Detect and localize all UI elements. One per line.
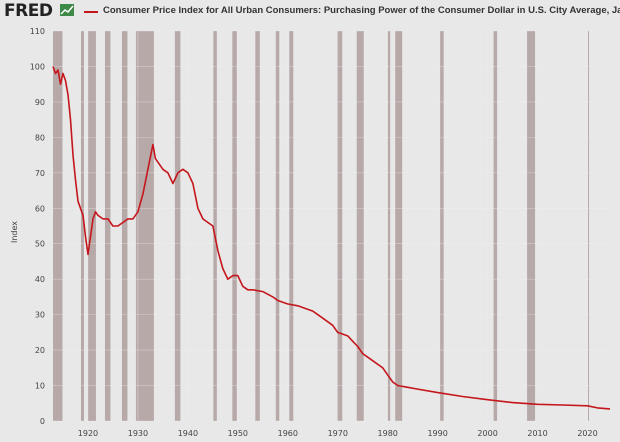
x-tick-label: 2000: [477, 429, 497, 438]
recession-band: [213, 31, 217, 421]
recession-band: [395, 31, 403, 421]
recession-band: [80, 31, 84, 421]
y-tick-label: 100: [30, 62, 45, 71]
chart-header: FRED Consumer Price Index for All Urban …: [0, 0, 620, 24]
recession-band: [232, 31, 237, 421]
fred-logo: FRED: [4, 1, 53, 21]
y-tick-label: 30: [35, 311, 45, 320]
y-tick-label: 20: [35, 346, 45, 355]
y-tick-label: 110: [30, 27, 45, 36]
y-tick-label: 40: [35, 275, 45, 284]
y-axis-label: Index: [10, 221, 19, 243]
recession-band: [337, 31, 343, 421]
y-tick-label: 0: [40, 417, 45, 426]
x-tick-label: 1940: [178, 429, 198, 438]
legend-swatch: [84, 11, 98, 13]
recession-band: [104, 31, 111, 421]
x-tick-label: 1920: [78, 429, 98, 438]
recession-band: [121, 31, 128, 421]
recession-band: [527, 31, 536, 421]
recession-band: [255, 31, 260, 421]
x-axis-ticks: 1920 1930 1940 1950 1960 1970 1980 1990 2000 2010…: [78, 429, 598, 438]
y-axis-ticks: 0 10 20 30 40 50 60 70 80 90 100 110: [30, 27, 45, 426]
x-tick-label: 1930: [128, 429, 148, 438]
recession-band: [275, 31, 280, 421]
chart-line-icon: [60, 4, 74, 16]
recession-band: [588, 31, 590, 421]
recession-band: [356, 31, 364, 421]
x-tick-label: 1980: [378, 429, 398, 438]
y-tick-label: 70: [35, 169, 45, 178]
x-tick-label: 1960: [278, 429, 298, 438]
y-tick-label: 60: [35, 204, 45, 213]
legend-series-name: Consumer Price Index for All Urban Consu…: [103, 5, 620, 16]
x-tick-label: 1950: [228, 429, 248, 438]
gridlines: [53, 30, 610, 422]
x-tick-label: 1990: [427, 429, 447, 438]
recession-band: [440, 31, 444, 421]
y-tick-label: 90: [35, 98, 45, 107]
y-tick-label: 10: [35, 382, 45, 391]
x-tick-label: 2010: [527, 429, 547, 438]
x-tick-label: 1970: [328, 429, 348, 438]
recession-shading-layer: [53, 31, 590, 421]
recession-band: [135, 31, 154, 421]
x-tick-label: 2020: [577, 429, 597, 438]
recession-band: [53, 31, 63, 421]
recession-band: [289, 31, 294, 421]
recession-band: [493, 31, 498, 421]
y-tick-label: 80: [35, 133, 45, 142]
series-layer: [52, 66, 611, 410]
series-line: [52, 66, 611, 410]
y-tick-label: 50: [35, 240, 45, 249]
recession-band: [387, 31, 391, 421]
recession-band: [174, 31, 181, 421]
